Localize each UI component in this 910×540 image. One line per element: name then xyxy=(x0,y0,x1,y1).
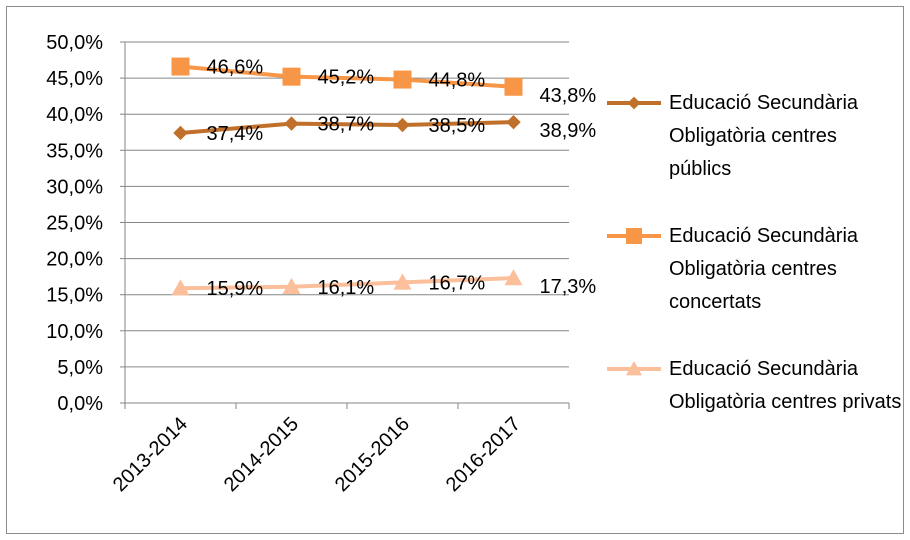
legend-label: Educació Secundària Obligatòria centres … xyxy=(669,92,859,180)
data-label: 43,8% xyxy=(540,85,597,107)
series-line xyxy=(180,64,514,89)
marker xyxy=(173,125,188,141)
data-label: 16,7% xyxy=(429,272,486,294)
y-tick-label: 40,0% xyxy=(46,104,103,126)
marker xyxy=(171,279,190,296)
marker xyxy=(626,228,642,244)
data-label: 17,3% xyxy=(540,276,597,298)
data-label: 44,8% xyxy=(429,70,486,92)
marker xyxy=(626,361,642,376)
y-tick-label: 0,0% xyxy=(57,393,103,415)
marker xyxy=(504,77,523,96)
marker xyxy=(504,269,523,286)
data-label: 45,2% xyxy=(318,67,375,89)
series-line xyxy=(180,276,514,291)
marker xyxy=(171,57,190,76)
marker xyxy=(506,114,521,130)
y-tick-label: 5,0% xyxy=(57,357,103,379)
legend-swatch xyxy=(607,361,661,376)
legend-item: Educació Secundària Obligatòria centres … xyxy=(605,87,905,186)
data-label: 16,1% xyxy=(318,277,375,299)
y-tick-label: 50,0% xyxy=(46,32,103,54)
marker xyxy=(282,277,301,294)
y-tick-label: 35,0% xyxy=(46,140,103,162)
legend-item: Educació Secundària Obligatòria centres … xyxy=(605,220,905,319)
chart-border xyxy=(6,6,904,534)
y-tick-label: 20,0% xyxy=(46,249,103,271)
y-tick-label: 30,0% xyxy=(46,176,103,198)
legend-swatch xyxy=(607,228,661,244)
data-label: 38,7% xyxy=(318,114,375,136)
y-tick-label: 15,0% xyxy=(46,285,103,307)
y-tick-label: 45,0% xyxy=(46,68,103,90)
marker xyxy=(627,96,641,110)
data-label: 37,4% xyxy=(207,123,264,145)
data-label: 38,5% xyxy=(429,115,486,137)
data-label: 38,9% xyxy=(540,120,597,142)
marker xyxy=(282,67,301,86)
legend-label: Educació Secundària Obligatòria centres … xyxy=(669,225,859,313)
marker xyxy=(395,117,410,133)
marker xyxy=(284,116,299,131)
y-tick-label: 25,0% xyxy=(46,213,103,235)
y-tick-label: 10,0% xyxy=(46,321,103,343)
marker xyxy=(393,70,412,89)
series-line xyxy=(180,120,514,135)
legend-item: Educació Secundària Obligatòria centres … xyxy=(605,353,905,419)
marker xyxy=(393,273,412,290)
data-label: 15,9% xyxy=(207,278,264,300)
legend-label: Educació Secundària Obligatòria centres … xyxy=(669,358,902,413)
data-label: 46,6% xyxy=(207,57,264,79)
legend-swatch xyxy=(607,96,661,110)
